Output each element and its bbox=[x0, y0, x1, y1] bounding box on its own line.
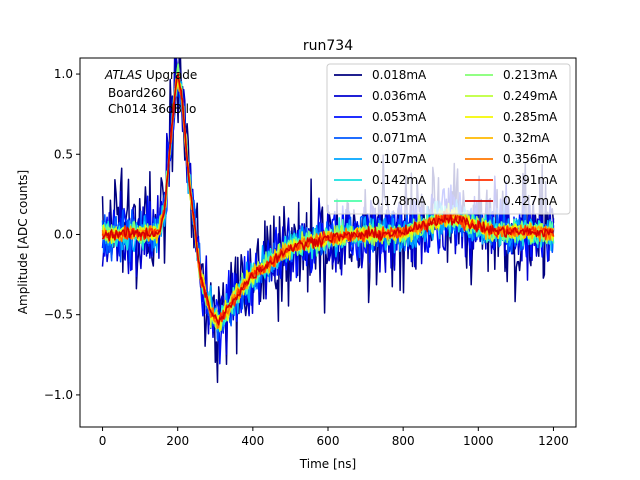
y-tick-label: 0.5 bbox=[54, 147, 73, 161]
x-axis-ticks: 0 200 400 600 800 1000 1200 bbox=[99, 427, 569, 448]
annotation-block: ATLAS Upgrade Board260 Ch014 36dB lo bbox=[104, 68, 197, 116]
series-line-0.427mA bbox=[101, 75, 555, 326]
annotation-line-1-rest: Upgrade bbox=[142, 68, 197, 82]
legend-label-0.285mA: 0.285mA bbox=[503, 110, 558, 124]
y-tick-label: −1.0 bbox=[44, 388, 73, 402]
x-tick-label: 0 bbox=[99, 434, 107, 448]
legend-label-0.107mA: 0.107mA bbox=[372, 152, 427, 166]
x-axis-label: Time [ns] bbox=[299, 457, 356, 471]
legend-label-0.356mA: 0.356mA bbox=[503, 152, 558, 166]
y-tick-label: −0.5 bbox=[44, 308, 73, 322]
legend-label-0.018mA: 0.018mA bbox=[372, 68, 427, 82]
x-tick-label: 1200 bbox=[538, 434, 569, 448]
legend-label-0.391mA: 0.391mA bbox=[503, 173, 558, 187]
legend-label-0.249mA: 0.249mA bbox=[503, 89, 558, 103]
annotation-italic-word: ATLAS bbox=[104, 68, 143, 82]
legend-label-0.053mA: 0.053mA bbox=[372, 110, 427, 124]
y-axis-ticks: −1.0 −0.5 0.0 0.5 1.0 bbox=[44, 67, 80, 402]
x-tick-label: 200 bbox=[166, 434, 189, 448]
annotation-line-3: Ch014 36dB lo bbox=[108, 102, 196, 116]
annotation-line-1: ATLAS Upgrade bbox=[104, 68, 197, 82]
legend-items: 0.018mA 0.036mA 0.053mA 0.071mA 0.107mA 0.142… bbox=[334, 68, 558, 208]
chart-title: run734 bbox=[303, 38, 353, 54]
legend-label-0.142mA: 0.142mA bbox=[372, 173, 427, 187]
legend-label-0.036mA: 0.036mA bbox=[372, 89, 427, 103]
legend: 0.018mA 0.036mA 0.053mA 0.071mA 0.107mA 0.142… bbox=[326, 63, 571, 215]
x-tick-label: 600 bbox=[317, 434, 340, 448]
x-tick-label: 400 bbox=[241, 434, 264, 448]
legend-label-0.178mA: 0.178mA bbox=[372, 194, 427, 208]
legend-label-0.32mA: 0.32mA bbox=[503, 131, 550, 145]
y-axis-label: Amplitude [ADC counts] bbox=[16, 170, 30, 314]
legend-box bbox=[326, 63, 571, 215]
legend-label-0.213mA: 0.213mA bbox=[503, 68, 558, 82]
x-tick-label: 1000 bbox=[463, 434, 494, 448]
legend-label-0.071mA: 0.071mA bbox=[372, 131, 427, 145]
legend-label-0.427mA: 0.427mA bbox=[503, 194, 558, 208]
y-tick-label: 1.0 bbox=[54, 67, 73, 81]
annotation-line-2: Board260 bbox=[108, 86, 166, 100]
x-tick-label: 800 bbox=[392, 434, 415, 448]
y-tick-label: 0.0 bbox=[54, 227, 73, 241]
series-layer bbox=[101, 58, 555, 384]
